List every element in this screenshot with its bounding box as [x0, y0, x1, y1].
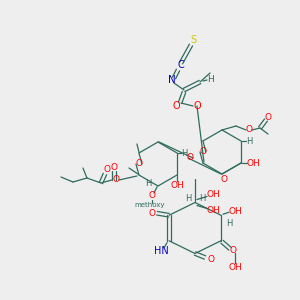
Text: O: O [148, 191, 155, 200]
Text: H: H [226, 219, 232, 228]
Text: O: O [187, 154, 194, 163]
Text: OH: OH [206, 206, 220, 215]
Text: O: O [112, 176, 119, 184]
Text: O: O [265, 112, 272, 122]
Text: O: O [200, 148, 206, 157]
Text: OH: OH [170, 182, 184, 190]
Text: OH: OH [228, 263, 242, 272]
Text: H: H [181, 148, 187, 158]
Text: O: O [230, 246, 236, 255]
Text: O: O [135, 158, 142, 167]
Text: O: O [103, 166, 110, 175]
Text: C: C [178, 60, 184, 70]
Text: OH: OH [206, 190, 220, 199]
Text: H: H [145, 179, 151, 188]
Text: OH: OH [228, 207, 242, 216]
Text: O: O [245, 125, 253, 134]
Text: O: O [220, 175, 227, 184]
Text: O: O [193, 101, 201, 111]
Text: H: H [246, 136, 252, 146]
Text: O: O [110, 163, 117, 172]
Text: H: H [185, 194, 191, 203]
Text: methoxy: methoxy [135, 202, 165, 208]
Text: O: O [172, 101, 180, 111]
Text: OH: OH [246, 158, 260, 167]
Text: H: H [207, 76, 213, 85]
Text: HN: HN [154, 246, 168, 256]
Text: H: H [199, 194, 205, 203]
Text: O: O [148, 209, 155, 218]
Text: O: O [208, 255, 214, 264]
Text: N: N [168, 75, 176, 85]
Text: S: S [190, 35, 196, 45]
